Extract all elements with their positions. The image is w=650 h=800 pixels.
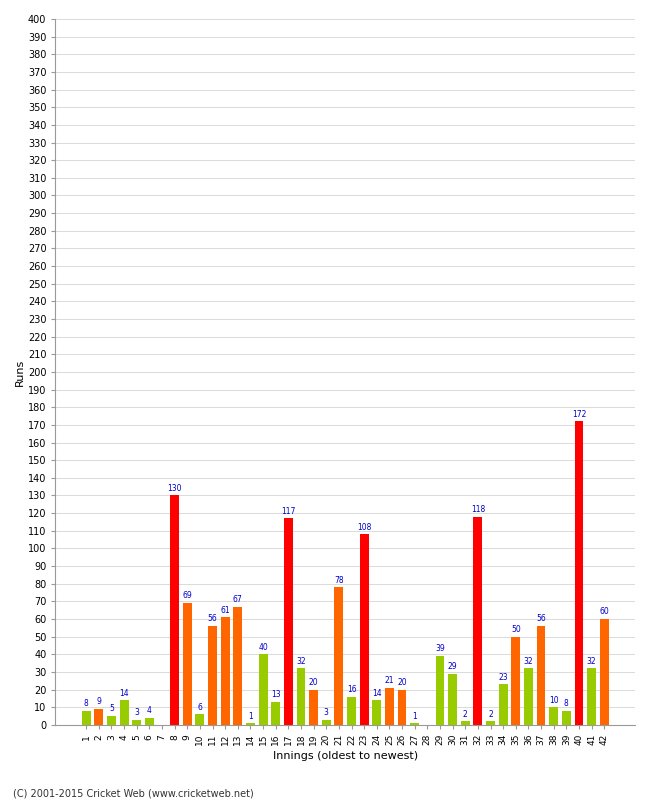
Bar: [473, 517, 482, 725]
Bar: [271, 702, 280, 725]
Bar: [600, 619, 608, 725]
Text: 69: 69: [183, 591, 192, 601]
Text: 3: 3: [135, 708, 139, 717]
Text: 8: 8: [84, 699, 88, 708]
Text: 118: 118: [471, 505, 485, 514]
Bar: [309, 690, 318, 725]
X-axis label: Innings (oldest to newest): Innings (oldest to newest): [272, 751, 418, 761]
Bar: [359, 534, 369, 725]
Bar: [372, 700, 382, 725]
Text: 130: 130: [168, 484, 182, 493]
Text: 3: 3: [324, 708, 329, 717]
Text: 78: 78: [334, 576, 344, 585]
Text: 14: 14: [120, 689, 129, 698]
Bar: [133, 720, 141, 725]
Bar: [436, 656, 445, 725]
Bar: [107, 716, 116, 725]
Bar: [398, 690, 406, 725]
Bar: [259, 654, 268, 725]
Bar: [170, 495, 179, 725]
Bar: [335, 587, 343, 725]
Text: 117: 117: [281, 506, 296, 516]
Bar: [246, 723, 255, 725]
Text: 61: 61: [220, 606, 230, 614]
Text: 10: 10: [549, 696, 558, 705]
Text: 56: 56: [207, 614, 217, 623]
Text: 13: 13: [271, 690, 281, 699]
Text: 16: 16: [346, 685, 356, 694]
Text: 2: 2: [488, 710, 493, 718]
Text: 40: 40: [258, 642, 268, 652]
Text: 23: 23: [499, 673, 508, 682]
Text: 50: 50: [511, 625, 521, 634]
Text: 20: 20: [397, 678, 407, 687]
Text: 4: 4: [147, 706, 152, 715]
Bar: [461, 722, 470, 725]
Text: 56: 56: [536, 614, 546, 623]
Text: (C) 2001-2015 Cricket Web (www.cricketweb.net): (C) 2001-2015 Cricket Web (www.cricketwe…: [13, 788, 254, 798]
Bar: [587, 669, 596, 725]
Bar: [120, 700, 129, 725]
Text: 32: 32: [587, 657, 597, 666]
Bar: [499, 684, 508, 725]
Bar: [322, 720, 331, 725]
Bar: [296, 669, 306, 725]
Text: 1: 1: [248, 711, 253, 721]
Y-axis label: Runs: Runs: [15, 358, 25, 386]
Text: 6: 6: [198, 702, 202, 712]
Bar: [208, 626, 217, 725]
Text: 21: 21: [385, 676, 394, 686]
Text: 20: 20: [309, 678, 318, 687]
Bar: [537, 626, 545, 725]
Bar: [196, 714, 204, 725]
Bar: [575, 422, 584, 725]
Bar: [82, 710, 90, 725]
Text: 2: 2: [463, 710, 467, 718]
Bar: [549, 707, 558, 725]
Bar: [448, 674, 457, 725]
Text: 60: 60: [599, 607, 609, 616]
Text: 172: 172: [572, 410, 586, 418]
Text: 39: 39: [435, 645, 445, 654]
Bar: [94, 709, 103, 725]
Bar: [284, 518, 292, 725]
Text: 9: 9: [96, 698, 101, 706]
Bar: [221, 618, 229, 725]
Text: 5: 5: [109, 705, 114, 714]
Text: 32: 32: [524, 657, 533, 666]
Bar: [145, 718, 154, 725]
Text: 108: 108: [357, 522, 371, 532]
Text: 1: 1: [412, 711, 417, 721]
Bar: [233, 606, 242, 725]
Bar: [385, 688, 394, 725]
Text: 67: 67: [233, 595, 242, 604]
Bar: [524, 669, 533, 725]
Bar: [410, 723, 419, 725]
Bar: [183, 603, 192, 725]
Text: 32: 32: [296, 657, 306, 666]
Text: 29: 29: [448, 662, 458, 671]
Bar: [347, 697, 356, 725]
Text: 8: 8: [564, 699, 569, 708]
Bar: [562, 710, 571, 725]
Bar: [512, 637, 520, 725]
Text: 14: 14: [372, 689, 382, 698]
Bar: [486, 722, 495, 725]
